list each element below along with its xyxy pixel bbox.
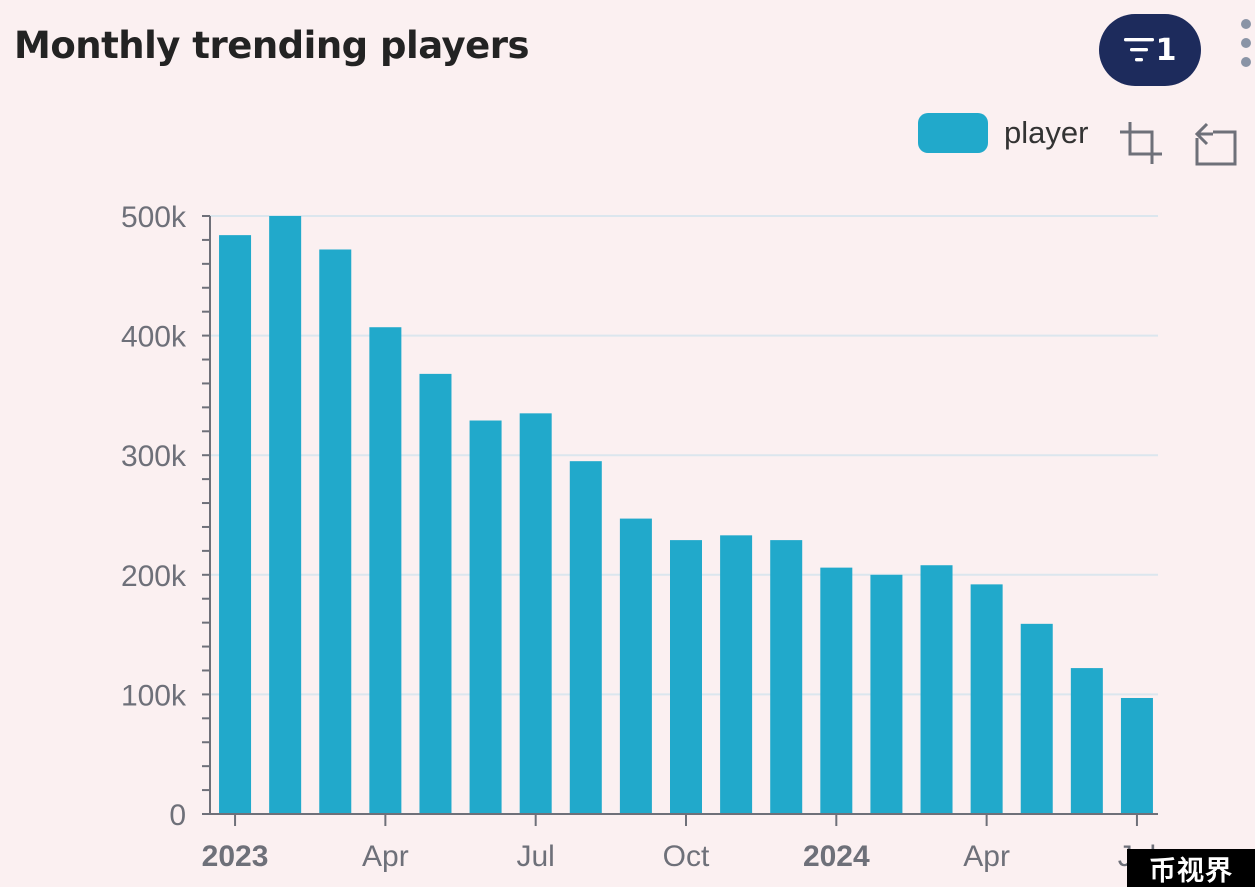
bar (419, 373, 452, 814)
y-tick-label: 300k (121, 440, 187, 473)
filter-count-badge: 1 (1155, 32, 1177, 68)
bar (469, 420, 502, 814)
bar (519, 413, 552, 814)
data-zoom-button[interactable] (1118, 120, 1164, 166)
legend-label: player (1004, 115, 1089, 150)
bar (1070, 668, 1103, 814)
x-tick-label: 2024 (803, 840, 870, 873)
y-tick-label: 0 (169, 799, 186, 832)
bar (870, 574, 903, 814)
bar (1120, 697, 1153, 814)
bar (820, 567, 853, 814)
x-tick-label: 2023 (202, 840, 269, 873)
y-tick-label: 400k (121, 321, 187, 354)
legend-item-player[interactable]: player (918, 113, 1088, 153)
watermark-label: 币视界 (1127, 849, 1255, 887)
bar (369, 327, 402, 814)
bar (219, 235, 252, 815)
x-tick-label: Jul (517, 840, 555, 873)
bar (569, 461, 602, 814)
x-tick-label: Apr (362, 840, 409, 873)
y-tick-label: 100k (121, 679, 187, 712)
bar (720, 535, 753, 814)
more-vertical-icon[interactable] (1234, 14, 1255, 74)
page-title: Monthly trending players (14, 24, 530, 67)
bar (970, 584, 1003, 814)
bar (1020, 623, 1053, 814)
y-tick-label: 200k (121, 560, 187, 593)
bar (619, 518, 652, 814)
x-tick-label: Apr (963, 840, 1010, 873)
bar (319, 249, 352, 814)
bar (670, 540, 702, 814)
bar (920, 565, 953, 814)
zoom-reset-icon (1194, 122, 1237, 166)
bar (770, 540, 803, 814)
filter-button[interactable]: 1 (1099, 14, 1201, 86)
y-tick-label: 500k (121, 201, 187, 234)
data-zoom-icon (1120, 122, 1162, 164)
legend-swatch (918, 113, 988, 153)
zoom-reset-button[interactable] (1193, 120, 1239, 166)
filter-icon (1123, 38, 1154, 62)
x-tick-label: Oct (663, 840, 710, 873)
bar (269, 216, 302, 814)
